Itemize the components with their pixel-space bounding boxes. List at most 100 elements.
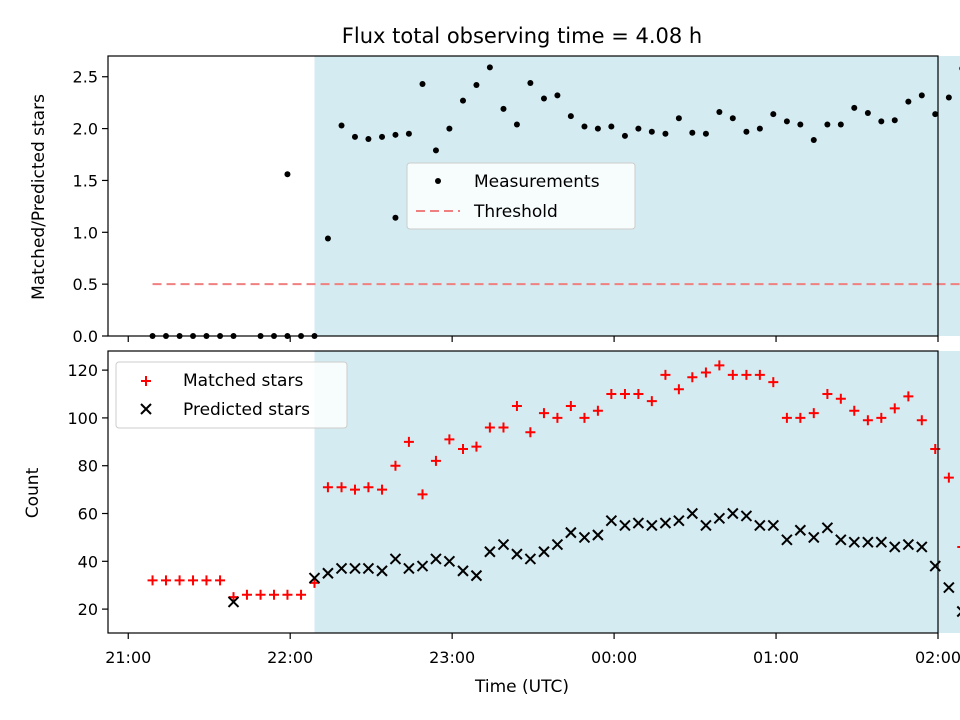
predicted-star-point: [673, 514, 685, 527]
measurement-point: [324, 235, 331, 242]
predicted-star-point: [443, 555, 456, 568]
matched-star-point: [673, 384, 684, 395]
predicted-star-point: [740, 510, 753, 522]
predicted-star-point: [470, 569, 483, 582]
predicted-star-point: [308, 572, 321, 584]
matched-star-point: [525, 427, 536, 438]
predicted-star-point: [335, 562, 348, 575]
legend-predicted-marker: [140, 403, 152, 415]
top-y-axis-label: Matched/Predicted stars: [29, 94, 49, 300]
matched-star-point: [808, 408, 819, 419]
predicted-star-point: [848, 536, 860, 548]
measurement-point: [945, 94, 952, 101]
predicted-star-point: [376, 565, 388, 577]
measurement-point: [581, 123, 588, 130]
matched-star-point: [457, 443, 468, 454]
bottom-legend: Matched stars Predicted stars: [115, 361, 348, 429]
predicted-star-point: [619, 519, 631, 532]
matched-star-point: [606, 389, 617, 400]
y-tick-label: 20: [78, 600, 98, 619]
matched-star-point: [160, 575, 171, 586]
y-tick-label: 0.0: [73, 327, 98, 346]
predicted-star-point: [578, 531, 591, 544]
measurement-point: [284, 171, 291, 178]
predicted-star-point: [781, 534, 793, 546]
predicted-star-point: [700, 519, 712, 532]
top-legend-box: [406, 162, 636, 230]
matched-star-point: [269, 589, 279, 600]
y-tick-label: 80: [78, 457, 98, 476]
matched-star-point: [795, 412, 806, 423]
predicted-star-point: [457, 565, 469, 577]
measurement-point: [351, 133, 358, 140]
measurement-point: [837, 121, 844, 128]
matched-star-point: [687, 372, 698, 383]
measurement-point: [527, 79, 534, 86]
measurement-point: [554, 92, 561, 99]
measurement-point: [675, 115, 682, 122]
measurement-point: [729, 115, 736, 122]
predicted-star-point: [565, 526, 577, 539]
matched-star-point: [430, 455, 441, 466]
matched-star-point: [727, 369, 738, 380]
measurement-point: [473, 82, 480, 89]
matched-star-point: [484, 422, 495, 433]
x-tick-label: 01:00: [753, 648, 799, 667]
matched-star-point: [322, 482, 333, 493]
top-plot-frame: [107, 55, 939, 337]
matched-star-point: [660, 369, 671, 380]
measurement-point: [608, 123, 615, 130]
predicted-star-point: [835, 534, 847, 546]
measurement-point: [905, 98, 912, 105]
matched-star-point: [147, 575, 158, 586]
matched-star-point: [619, 389, 630, 400]
matched-star-point: [943, 472, 954, 483]
measurement-point: [405, 130, 412, 137]
measurement-point: [635, 125, 642, 132]
measurement-point: [918, 92, 925, 99]
predicted-star-point: [592, 529, 604, 541]
legend-matched-label: Matched stars: [183, 371, 303, 391]
measurement-point: [392, 214, 399, 221]
x-tick-label: 21:00: [105, 648, 151, 667]
measurement-point: [783, 118, 790, 125]
matched-star-point: [916, 415, 927, 426]
predicted-star-point: [808, 531, 820, 544]
predicted-star-point: [754, 519, 766, 532]
x-tick-label: 23:00: [429, 648, 475, 667]
matched-star-point: [552, 412, 563, 423]
matched-star-point: [700, 367, 711, 378]
predicted-star-point: [362, 562, 375, 575]
chart-title: Flux total observing time = 4.08 h: [342, 24, 702, 48]
matched-star-point: [579, 412, 590, 423]
matched-star-point: [822, 389, 833, 400]
matched-star-point: [241, 589, 252, 600]
matched-star-point: [498, 422, 509, 433]
matched-star-point: [835, 393, 846, 404]
matched-star-point: [255, 589, 266, 600]
legend-measurements-label: Measurements: [474, 172, 600, 192]
measurement-point: [432, 147, 439, 154]
matched-star-point: [296, 589, 307, 600]
measurement-point: [446, 125, 453, 132]
y-tick-label: 2.5: [73, 68, 98, 87]
y-tick-label: 2.0: [73, 120, 98, 139]
y-tick-label: 100: [67, 409, 98, 428]
top-panel: 0.0 0.5 1.0 1.5 2.0 2.5 Measurements Threshold: [73, 55, 960, 346]
predicted-star-point: [605, 514, 618, 527]
predicted-star-point: [916, 541, 928, 553]
predicted-star-point: [956, 605, 960, 618]
matched-star-point: [876, 412, 887, 423]
predicted-star-point: [889, 541, 901, 553]
predicted-star-point: [794, 524, 807, 536]
bottom-panel: 20 40 60 80 100 120 21:00 22:00 23:00 00:00 01:00 0…: [67, 350, 960, 667]
predicted-star-point: [727, 507, 739, 520]
measurement-point: [486, 64, 493, 71]
matched-star-point: [565, 400, 576, 411]
x-axis-label: Time (UTC): [474, 677, 569, 697]
bottom-plot-frame: [107, 350, 939, 634]
matched-star-point: [201, 575, 212, 586]
legend-threshold-label: Threshold: [473, 202, 558, 222]
matched-star-point: [471, 441, 482, 452]
